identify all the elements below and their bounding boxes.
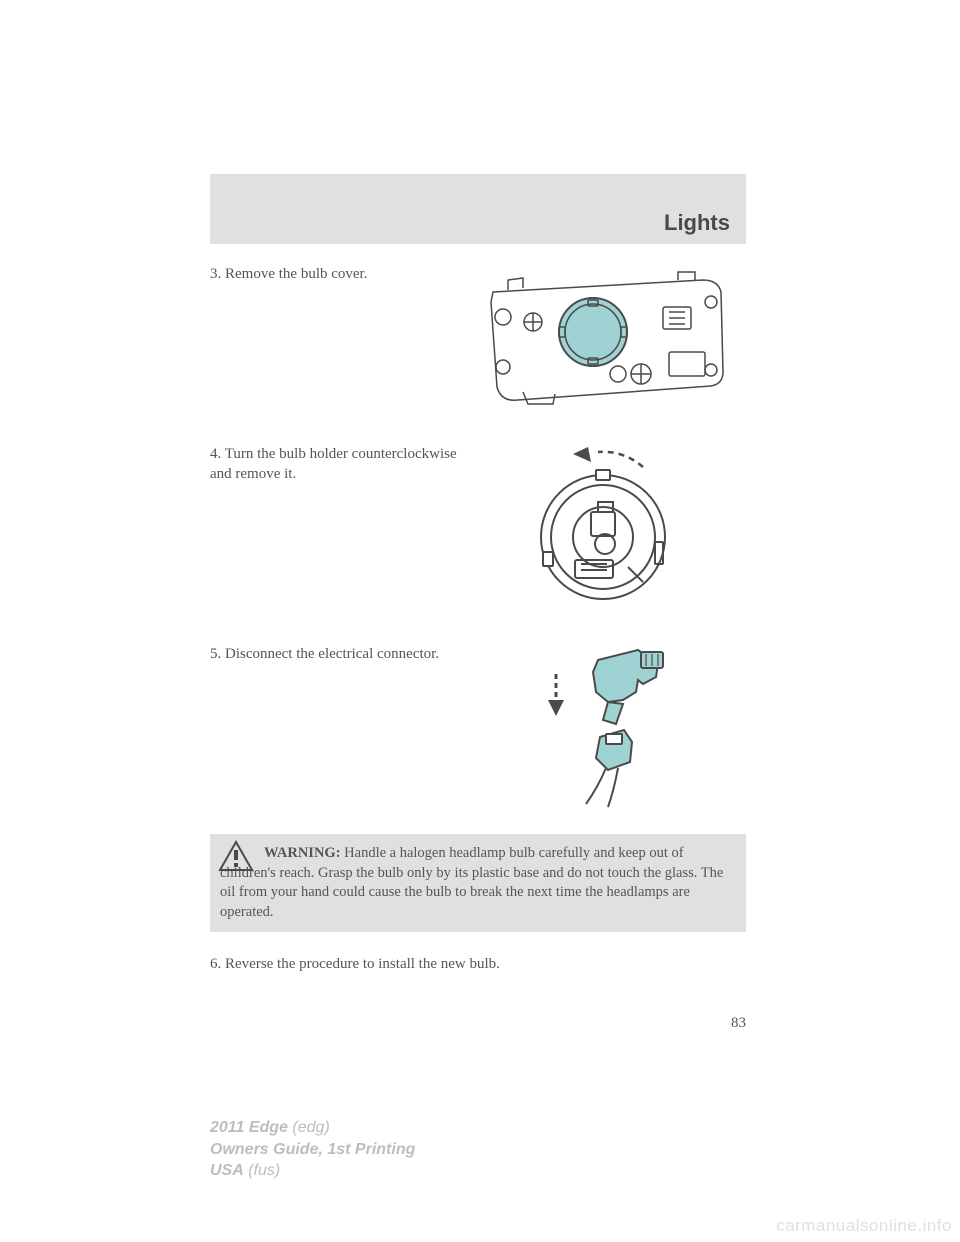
headlamp-assembly-icon [473, 262, 733, 412]
footer-line-2: Owners Guide, 1st Printing [210, 1139, 415, 1161]
footer-line-1: 2011 Edge (edg) [210, 1117, 415, 1139]
watermark: carmanualsonline.info [776, 1216, 952, 1236]
step-4-text: 4. Turn the bulb holder counterclockwise… [210, 442, 460, 485]
page-number: 83 [210, 1015, 746, 1032]
step-4-row: 4. Turn the bulb holder counterclockwise… [210, 442, 746, 612]
warning-label: WARNING: [264, 845, 341, 861]
bulb-holder-rotate-icon [503, 442, 703, 612]
connector-disconnect-icon [508, 642, 698, 812]
footer-model-code: (edg) [288, 1119, 330, 1136]
page-content: Lights 3. Remove the bulb cover. [210, 174, 746, 1032]
step-3-text: 3. Remove the bulb cover. [210, 262, 460, 284]
step-6-text: 6. Reverse the procedure to install the … [210, 954, 746, 974]
footer: 2011 Edge (edg) Owners Guide, 1st Printi… [210, 1117, 415, 1182]
warning-triangle-icon [218, 840, 254, 872]
footer-region-code: (fus) [244, 1162, 280, 1179]
footer-region: USA [210, 1162, 244, 1179]
step-3-figure [460, 262, 746, 412]
footer-model: 2011 Edge [210, 1119, 288, 1136]
section-title: Lights [664, 210, 730, 236]
section-header: Lights [210, 174, 746, 244]
footer-line-3: USA (fus) [210, 1160, 415, 1182]
step-5-row: 5. Disconnect the electrical connector. [210, 642, 746, 812]
warning-text: WARNING: Handle a halogen headlamp bulb … [220, 844, 736, 922]
warning-box: WARNING: Handle a halogen headlamp bulb … [210, 834, 746, 932]
step-5-text: 5. Disconnect the electrical connector. [210, 642, 460, 664]
step-3-row: 3. Remove the bulb cover. [210, 262, 746, 412]
step-4-figure [460, 442, 746, 612]
step-5-figure [460, 642, 746, 812]
